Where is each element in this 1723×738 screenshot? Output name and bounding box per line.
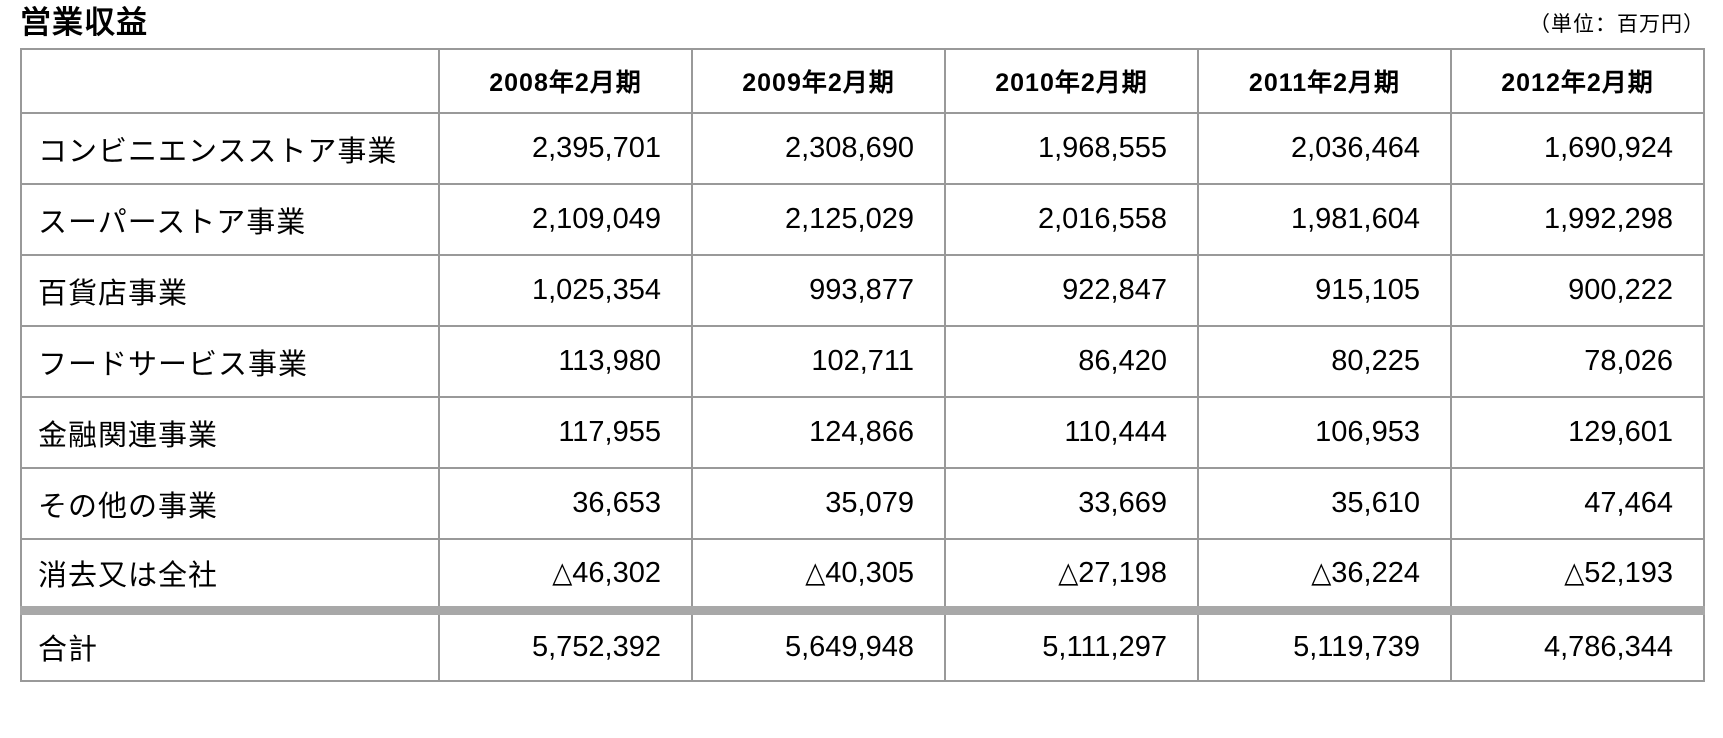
value-cell: 35,079 bbox=[691, 467, 946, 541]
value-cell: 102,711 bbox=[691, 325, 946, 399]
table-row-convenience-store: コンビニエンスストア事業 2,395,701 2,308,690 1,968,5… bbox=[20, 112, 1705, 186]
value-cell: 78,026 bbox=[1450, 325, 1705, 399]
header-year-2011: 2011年2月期 bbox=[1197, 48, 1452, 115]
table-row-other-business: その他の事業 36,653 35,079 33,669 35,610 47,46… bbox=[20, 467, 1705, 541]
table-row-eliminations-corporate: 消去又は全社 △46,302 △40,305 △27,198 △36,224 △… bbox=[20, 538, 1705, 612]
row-label: 金融関連事業 bbox=[20, 396, 440, 470]
header-year-2012: 2012年2月期 bbox=[1450, 48, 1705, 115]
table-row-department-store: 百貨店事業 1,025,354 993,877 922,847 915,105 … bbox=[20, 254, 1705, 328]
page-header: 営業収益 （単位：百万円） bbox=[20, 5, 1705, 40]
table-row-total: 合計 5,752,392 5,649,948 5,111,297 5,119,7… bbox=[20, 605, 1705, 683]
row-label: 消去又は全社 bbox=[20, 538, 440, 612]
value-cell: 1,981,604 bbox=[1197, 183, 1452, 257]
value-cell: 106,953 bbox=[1197, 396, 1452, 470]
value-cell: 4,786,344 bbox=[1450, 605, 1705, 683]
value-cell: 33,669 bbox=[944, 467, 1199, 541]
value-cell: 5,649,948 bbox=[691, 605, 946, 683]
value-cell: 47,464 bbox=[1450, 467, 1705, 541]
table-row-super-store: スーパーストア事業 2,109,049 2,125,029 2,016,558 … bbox=[20, 183, 1705, 257]
value-cell: 922,847 bbox=[944, 254, 1199, 328]
value-cell: 86,420 bbox=[944, 325, 1199, 399]
value-cell: 1,992,298 bbox=[1450, 183, 1705, 257]
value-cell: 117,955 bbox=[438, 396, 693, 470]
header-year-2009: 2009年2月期 bbox=[691, 48, 946, 115]
row-label: フードサービス事業 bbox=[20, 325, 440, 399]
table-row-food-service: フードサービス事業 113,980 102,711 86,420 80,225 … bbox=[20, 325, 1705, 399]
value-cell: △46,302 bbox=[438, 538, 693, 612]
value-cell: 113,980 bbox=[438, 325, 693, 399]
value-cell: 110,444 bbox=[944, 396, 1199, 470]
value-cell: 36,653 bbox=[438, 467, 693, 541]
value-cell: 2,308,690 bbox=[691, 112, 946, 186]
value-cell: 2,109,049 bbox=[438, 183, 693, 257]
value-cell: △36,224 bbox=[1197, 538, 1452, 612]
value-cell: 80,225 bbox=[1197, 325, 1452, 399]
value-cell: 124,866 bbox=[691, 396, 946, 470]
value-cell: 5,111,297 bbox=[944, 605, 1199, 683]
row-label: 百貨店事業 bbox=[20, 254, 440, 328]
value-cell: △52,193 bbox=[1450, 538, 1705, 612]
value-cell: △40,305 bbox=[691, 538, 946, 612]
row-label: スーパーストア事業 bbox=[20, 183, 440, 257]
value-cell: 2,036,464 bbox=[1197, 112, 1452, 186]
header-empty-cell bbox=[20, 48, 440, 115]
header-year-2008: 2008年2月期 bbox=[438, 48, 693, 115]
value-cell: 2,125,029 bbox=[691, 183, 946, 257]
value-cell: 1,025,354 bbox=[438, 254, 693, 328]
row-label-total: 合計 bbox=[20, 605, 440, 683]
table-header-row: 2008年2月期 2009年2月期 2010年2月期 2011年2月期 2012… bbox=[20, 48, 1705, 115]
header-year-2010: 2010年2月期 bbox=[944, 48, 1199, 115]
value-cell: 1,690,924 bbox=[1450, 112, 1705, 186]
unit-note: （単位：百万円） bbox=[1529, 13, 1705, 37]
table-row-financial-services: 金融関連事業 117,955 124,866 110,444 106,953 1… bbox=[20, 396, 1705, 470]
revenue-table: 2008年2月期 2009年2月期 2010年2月期 2011年2月期 2012… bbox=[20, 48, 1705, 683]
row-label: その他の事業 bbox=[20, 467, 440, 541]
value-cell: 2,395,701 bbox=[438, 112, 693, 186]
value-cell: 900,222 bbox=[1450, 254, 1705, 328]
value-cell: 1,968,555 bbox=[944, 112, 1199, 186]
value-cell: 2,016,558 bbox=[944, 183, 1199, 257]
value-cell: 993,877 bbox=[691, 254, 946, 328]
value-cell: 5,119,739 bbox=[1197, 605, 1452, 683]
value-cell: 5,752,392 bbox=[438, 605, 693, 683]
row-label: コンビニエンスストア事業 bbox=[20, 112, 440, 186]
value-cell: 915,105 bbox=[1197, 254, 1452, 328]
page-title: 営業収益 bbox=[20, 5, 148, 40]
value-cell: △27,198 bbox=[944, 538, 1199, 612]
value-cell: 35,610 bbox=[1197, 467, 1452, 541]
value-cell: 129,601 bbox=[1450, 396, 1705, 470]
